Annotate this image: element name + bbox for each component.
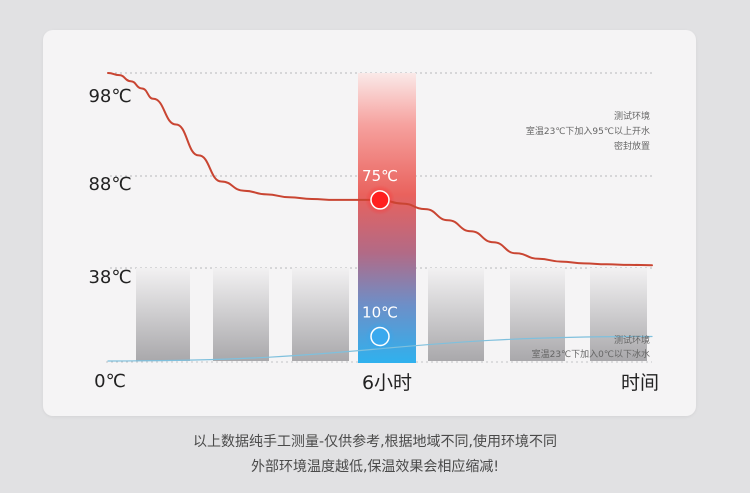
hot-water-series-line	[107, 72, 653, 267]
hot-env-line-1: 测试环境	[614, 110, 650, 122]
six-hour-highlight-column	[358, 73, 416, 363]
y-tick-label: 0℃	[94, 371, 126, 392]
background-column	[590, 268, 647, 361]
background-column	[213, 268, 269, 361]
y-tick-label: 98℃	[88, 86, 131, 107]
background-column	[136, 268, 190, 361]
background-columns	[136, 268, 647, 361]
cold-env-line-1: 测试环境	[614, 334, 650, 346]
cold-point-label: 10℃	[362, 304, 398, 322]
y-tick-label: 38℃	[88, 267, 131, 288]
hot-point-label: 75℃	[362, 167, 398, 185]
x-tick-labels: 6小时 时间	[362, 372, 659, 394]
hot-env-line-3: 密封放置	[614, 140, 650, 152]
background-column	[428, 268, 484, 361]
hot-env-line-2: 室温23℃下加入95℃以上开水	[526, 125, 650, 137]
temperature-chart: 75℃ 10℃ 98℃ 88℃ 38℃ 0℃ 6小时 时间 测试环境 室温23℃下加入95…	[88, 72, 659, 394]
hot-environment-note: 测试环境 室温23℃下加入95℃以上开水 密封放置	[526, 110, 650, 152]
series-points: 75℃ 10℃	[362, 167, 398, 352]
x-tick-label: 6小时	[362, 372, 412, 394]
cold-environment-note: 测试环境 室温23℃下加入0℃以下冰水	[532, 334, 650, 360]
background-column	[510, 268, 565, 361]
x-tick-label: 时间	[621, 372, 659, 394]
cold-env-line-2: 室温23℃下加入0℃以下冰水	[532, 348, 650, 360]
caption-line-1: 以上数据纯手工测量-仅供参考,根据地域不同,使用环境不同	[193, 434, 557, 450]
hot-point-75	[370, 190, 390, 210]
background-column	[292, 268, 349, 361]
cold-point-10	[370, 326, 390, 347]
y-tick-labels: 98℃ 88℃ 38℃ 0℃	[88, 86, 131, 392]
y-tick-label: 88℃	[88, 174, 131, 195]
caption-line-2: 外部环境温度越低,保温效果会相应缩减!	[250, 459, 500, 475]
